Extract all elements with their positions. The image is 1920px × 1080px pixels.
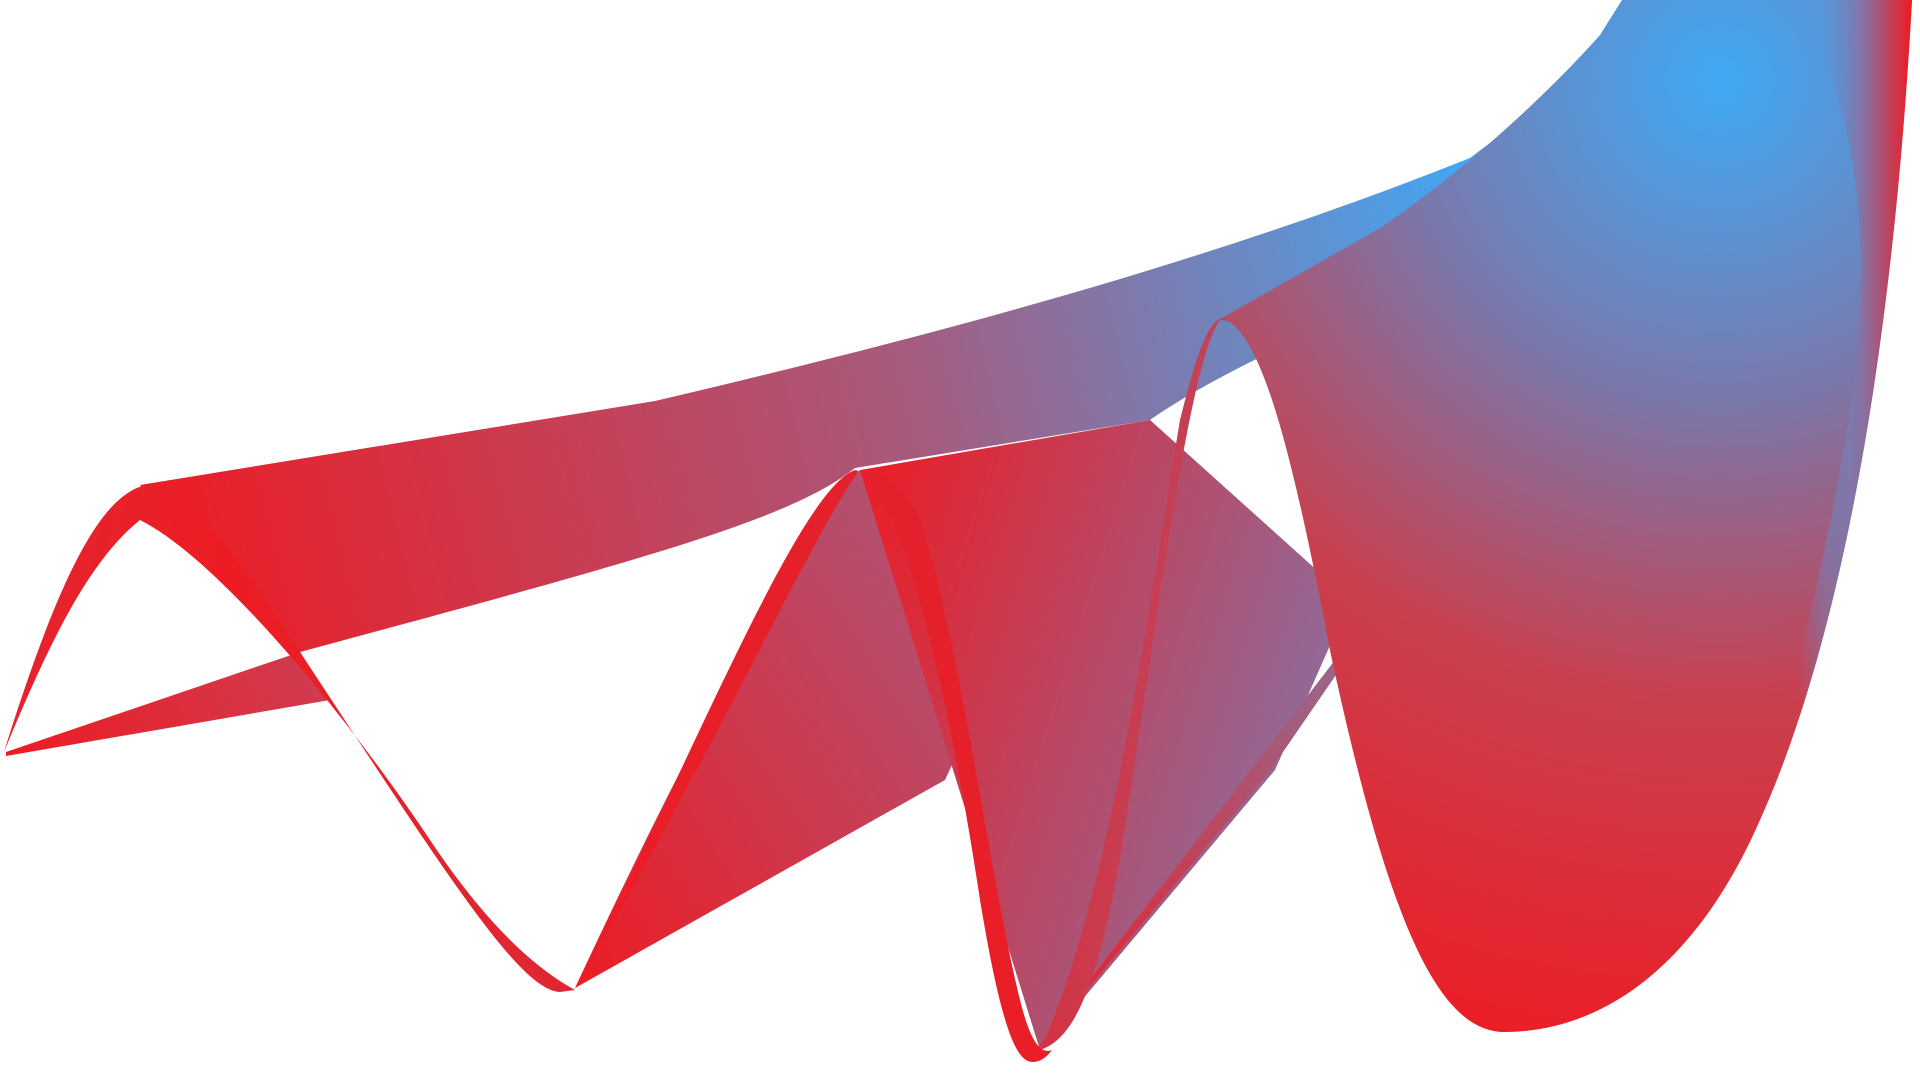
wave-rim [1760,0,1912,820]
wave-lobe-2 [575,470,1052,1062]
back-band-right [860,420,1350,1050]
back-band-lower-right [1030,640,1360,1058]
wave-lobe-4 [1222,0,1912,1032]
back-band-upper [140,60,1600,652]
back-band-left [6,652,330,756]
